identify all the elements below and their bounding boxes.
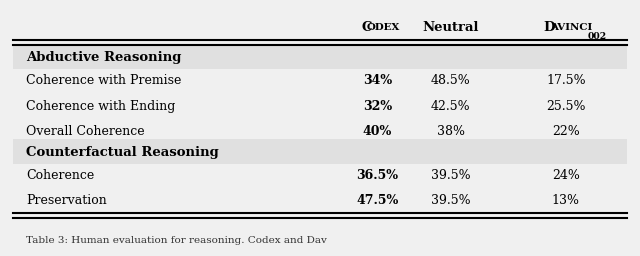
Text: 40%: 40% <box>363 125 392 138</box>
Text: Coherence with Ending: Coherence with Ending <box>26 100 175 113</box>
Text: 25.5%: 25.5% <box>546 100 586 113</box>
Text: Abductive Reasoning: Abductive Reasoning <box>26 51 182 65</box>
Text: D: D <box>543 21 555 34</box>
Text: ODEX: ODEX <box>367 23 400 32</box>
Text: 36.5%: 36.5% <box>356 169 399 182</box>
Text: C: C <box>362 21 372 34</box>
Text: 22%: 22% <box>552 125 580 138</box>
Text: Neutral: Neutral <box>422 21 479 34</box>
Text: Overall Coherence: Overall Coherence <box>26 125 145 138</box>
Text: 48.5%: 48.5% <box>431 74 471 87</box>
Text: 32%: 32% <box>363 100 392 113</box>
Text: 17.5%: 17.5% <box>546 74 586 87</box>
Text: 13%: 13% <box>552 194 580 207</box>
Text: Counterfactual Reasoning: Counterfactual Reasoning <box>26 146 219 159</box>
Text: 24%: 24% <box>552 169 580 182</box>
Text: Coherence with Premise: Coherence with Premise <box>26 74 182 87</box>
Text: 39.5%: 39.5% <box>431 169 471 182</box>
Text: 002: 002 <box>588 32 607 41</box>
Text: 39.5%: 39.5% <box>431 194 471 207</box>
Text: Table 3: Human evaluation for reasoning. Codex and Dav: Table 3: Human evaluation for reasoning.… <box>26 236 327 244</box>
Text: 47.5%: 47.5% <box>356 194 399 207</box>
Text: AVINCI: AVINCI <box>550 23 593 32</box>
Text: 38%: 38% <box>437 125 465 138</box>
Bar <box>13 45 627 69</box>
Text: Coherence: Coherence <box>26 169 95 182</box>
Text: 42.5%: 42.5% <box>431 100 471 113</box>
Bar <box>13 140 627 164</box>
Text: Preservation: Preservation <box>26 194 107 207</box>
Text: 34%: 34% <box>363 74 392 87</box>
